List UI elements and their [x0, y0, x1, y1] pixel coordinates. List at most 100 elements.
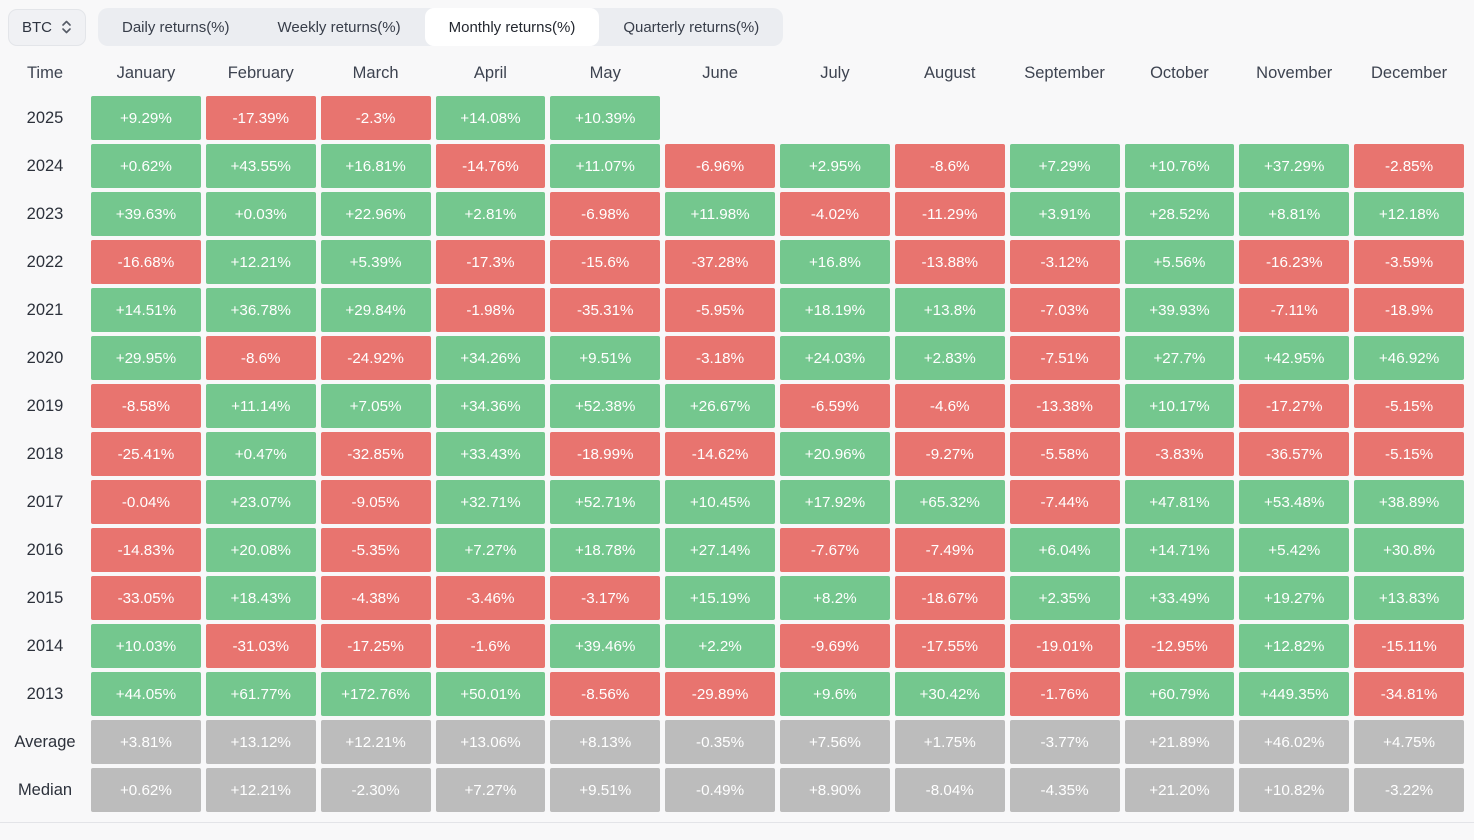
return-cell: -3.22%: [1354, 768, 1464, 812]
column-header-august: August: [924, 63, 976, 82]
return-cell: +24.03%: [780, 336, 890, 380]
return-cell: -2.30%: [320, 768, 431, 812]
return-cell: [1010, 96, 1120, 140]
return-cell: -4.38%: [320, 576, 431, 620]
row-label-2017: 2017: [26, 492, 64, 511]
return-cell: +8.90%: [780, 768, 890, 812]
return-cell: -19.01%: [1009, 624, 1120, 668]
return-cell: -34.81%: [1354, 672, 1464, 716]
return-cell: -15.11%: [1354, 624, 1464, 668]
return-cell: -11.29%: [894, 192, 1005, 236]
return-cell: +2.83%: [894, 336, 1005, 380]
return-cell: +449.35%: [1239, 672, 1350, 716]
return-cell: +44.05%: [91, 672, 201, 716]
column-header-february: February: [227, 63, 294, 82]
return-cell: +2.35%: [1009, 576, 1120, 620]
return-cell: -0.49%: [665, 768, 775, 812]
column-header-june: June: [702, 63, 738, 82]
bottom-divider: [0, 822, 1474, 823]
tab-quarterly-returns[interactable]: Quarterly returns(%): [623, 18, 760, 36]
return-cell: +20.96%: [780, 432, 890, 476]
return-cell: +11.07%: [550, 144, 661, 188]
return-cell: +38.89%: [1354, 480, 1464, 524]
return-cell: -29.89%: [665, 672, 775, 716]
return-cell: +29.95%: [91, 336, 201, 380]
return-cell: +52.38%: [550, 384, 661, 428]
return-cell: -31.03%: [205, 624, 316, 668]
return-cell: +9.6%: [780, 672, 890, 716]
return-cell: +14.08%: [435, 96, 546, 140]
tab-monthly-returns[interactable]: Monthly returns(%): [424, 8, 600, 46]
return-cell: -7.11%: [1239, 288, 1350, 332]
return-cell: +46.92%: [1354, 336, 1464, 380]
return-cell: -5.58%: [1009, 432, 1120, 476]
column-header-april: April: [473, 63, 507, 82]
return-cell: -5.15%: [1354, 384, 1464, 428]
asset-selector-button[interactable]: BTC: [8, 8, 86, 46]
return-cell: -17.3%: [435, 240, 546, 284]
return-cell: -13.88%: [894, 240, 1005, 284]
return-cell: -9.27%: [894, 432, 1005, 476]
return-cell: -17.39%: [205, 96, 316, 140]
return-cell: -14.83%: [91, 528, 201, 572]
return-cell: -7.03%: [1009, 288, 1120, 332]
return-cell: +10.76%: [1124, 144, 1235, 188]
return-cell: -37.28%: [665, 240, 775, 284]
return-cell: +3.81%: [91, 720, 201, 764]
return-cell: +7.27%: [435, 768, 546, 812]
return-cell: -18.99%: [550, 432, 661, 476]
return-cell: -9.69%: [780, 624, 890, 668]
return-cell: -24.92%: [320, 336, 431, 380]
return-cell: +14.51%: [91, 288, 201, 332]
return-cell: +5.39%: [320, 240, 431, 284]
return-cell: +10.82%: [1239, 768, 1350, 812]
row-label-2025: 2025: [26, 108, 64, 127]
return-cell: +52.71%: [550, 480, 661, 524]
return-cell: +53.48%: [1239, 480, 1350, 524]
column-header-january: January: [116, 63, 176, 82]
return-cell: +12.21%: [320, 720, 431, 764]
return-cell: +2.95%: [780, 144, 890, 188]
return-cell: -4.02%: [780, 192, 890, 236]
return-cell: -7.51%: [1009, 336, 1120, 380]
return-cell: -13.38%: [1009, 384, 1120, 428]
return-cell: -6.98%: [550, 192, 661, 236]
return-cell: +18.19%: [780, 288, 890, 332]
return-cell: +7.05%: [320, 384, 431, 428]
return-cell: +42.95%: [1239, 336, 1350, 380]
return-cell: +9.51%: [550, 336, 661, 380]
return-cell: +2.81%: [435, 192, 546, 236]
return-cell: [895, 96, 1005, 140]
column-header-time: Time: [26, 63, 64, 82]
return-cell: +33.43%: [435, 432, 546, 476]
row-label-average: Average: [14, 732, 76, 751]
return-cell: +34.26%: [435, 336, 546, 380]
toolbar: BTC Daily returns(%) Weekly returns(%) Mon…: [0, 0, 1474, 52]
return-cell: +12.18%: [1354, 192, 1464, 236]
return-cell: -18.67%: [894, 576, 1005, 620]
return-cell: +43.55%: [205, 144, 316, 188]
return-cell: +1.75%: [894, 720, 1005, 764]
return-cell: +39.46%: [550, 624, 661, 668]
return-cell: -3.77%: [1009, 720, 1120, 764]
return-cell: -3.46%: [435, 576, 546, 620]
return-cell: -7.49%: [894, 528, 1005, 572]
returns-table: Time January February March April May June July…: [4, 54, 1464, 812]
column-header-september: September: [1024, 63, 1105, 82]
row-label-2013: 2013: [26, 684, 64, 703]
tab-weekly-returns[interactable]: Weekly returns(%): [277, 18, 401, 36]
return-cell: -1.76%: [1009, 672, 1120, 716]
return-cell: +16.81%: [320, 144, 431, 188]
row-label-2015: 2015: [26, 588, 64, 607]
return-cell: +50.01%: [435, 672, 546, 716]
row-label-2020: 2020: [26, 348, 64, 367]
tab-daily-returns[interactable]: Daily returns(%): [122, 18, 230, 36]
return-cell: +19.27%: [1239, 576, 1350, 620]
return-cell: +11.14%: [205, 384, 316, 428]
column-header-march: March: [352, 63, 399, 82]
return-cell: -6.96%: [665, 144, 775, 188]
return-cell: -32.85%: [320, 432, 431, 476]
return-cell: -35.31%: [550, 288, 661, 332]
row-label-2024: 2024: [26, 156, 64, 175]
return-cell: -3.18%: [665, 336, 775, 380]
